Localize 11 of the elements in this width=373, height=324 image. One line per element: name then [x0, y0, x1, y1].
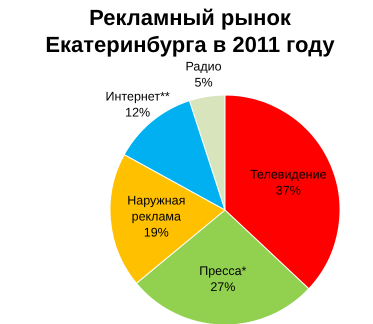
- slice-label: Пресса*: [199, 264, 247, 278]
- data-label: 19%: [144, 225, 169, 240]
- data-label: 37%: [276, 184, 301, 198]
- data-label: 12%: [125, 105, 150, 120]
- data-label: 27%: [210, 280, 236, 294]
- slice-label: Телевидение: [250, 168, 327, 182]
- chart-title: Рекламный рынок Екатеринбурга в 2011 году: [44, 4, 336, 58]
- slice-label: Интернет**: [106, 89, 170, 104]
- slice-label: Радио: [186, 60, 222, 74]
- slice-label: Наружная реклама: [127, 193, 186, 224]
- data-label: 5%: [194, 76, 213, 90]
